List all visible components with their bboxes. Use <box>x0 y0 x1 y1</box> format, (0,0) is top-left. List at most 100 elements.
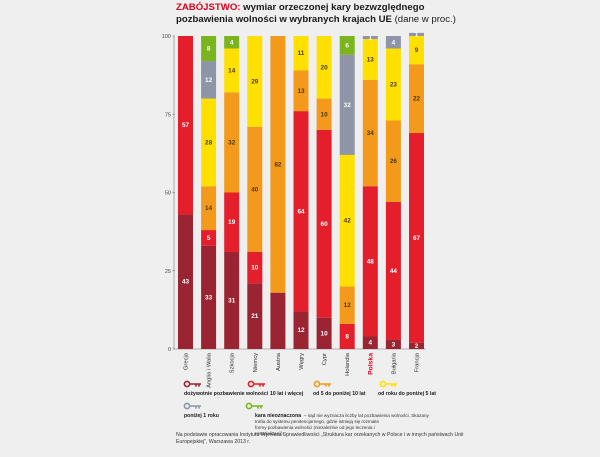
data-label: 42 <box>344 218 352 225</box>
data-label: 57 <box>182 122 190 129</box>
data-label: 44 <box>390 268 398 275</box>
bar-segment-5to10 <box>362 79 378 187</box>
data-label: 1 <box>415 31 419 38</box>
bar-segment-life <box>224 251 240 349</box>
legend-label-over10: 10 lat i więcej <box>270 391 304 397</box>
data-label: 60 <box>321 221 329 228</box>
data-label: 11 <box>298 50 305 57</box>
y-tick-label: 100 <box>162 34 171 40</box>
bar-segment-over10 <box>409 133 424 343</box>
data-label: 10 <box>321 330 329 337</box>
data-label: 22 <box>413 96 421 103</box>
bar-segment-over10 <box>201 230 217 246</box>
data-label: 14 <box>228 67 236 74</box>
data-label: 67 <box>413 235 421 242</box>
bar-segment-5to10 <box>339 286 355 324</box>
bar-segment-life <box>247 283 263 349</box>
bar-segment-noncustodial <box>224 36 240 49</box>
bar-segment-5to10 <box>247 126 263 252</box>
y-tick-label: 25 <box>165 269 171 275</box>
bar-segment-1to5 <box>316 36 332 99</box>
data-label: 5 <box>207 235 211 242</box>
data-label: 6 <box>345 42 349 49</box>
bar-segment-over10 <box>362 186 378 337</box>
data-label: 28 <box>205 139 213 146</box>
x-tick-label-polska: Polska <box>367 353 374 375</box>
bar-segment-1to5 <box>224 48 240 93</box>
x-tick-label-cypr: Cypr <box>322 353 328 365</box>
bar-segment-life <box>201 245 217 349</box>
y-tick-label: 0 <box>168 347 171 353</box>
bar-segment-5to10 <box>270 36 286 293</box>
data-label: 12 <box>344 302 352 309</box>
bar-segment-5to10 <box>293 70 309 112</box>
data-label: 32 <box>228 139 236 146</box>
data-label: 31 <box>228 297 236 304</box>
bar-segment-under1 <box>339 54 355 155</box>
data-label: 21 <box>251 313 259 320</box>
title-suffix: (dane w proc.) <box>394 14 456 25</box>
data-label: 26 <box>390 158 398 165</box>
data-label: 29 <box>251 78 259 85</box>
bar-segment-life <box>178 214 193 349</box>
bar-segment-noncustodial <box>339 36 355 55</box>
data-label: 3 <box>392 341 396 348</box>
data-label: 13 <box>367 56 375 63</box>
bar-segment-under1 <box>201 61 217 99</box>
bar-segment-5to10 <box>409 64 424 134</box>
data-label: 13 <box>297 88 305 95</box>
data-label: 82 <box>274 161 282 168</box>
bar-segment-under1 <box>409 32 424 36</box>
chart-title: ZABÓJSTWO: wymiar orzeczonej kary bezwzg… <box>176 2 476 26</box>
bar-segment-over10 <box>293 111 309 312</box>
data-label: 12 <box>205 77 213 84</box>
data-label: 20 <box>321 64 329 71</box>
bar-segment-life <box>293 311 309 349</box>
bar-segment-1to5 <box>247 36 263 127</box>
bar-segment-life <box>362 336 378 349</box>
legend-label-life: dożywotnie pozbawienie wolności <box>184 391 269 397</box>
data-label: 23 <box>390 82 398 89</box>
bar-segment-over10 <box>224 192 240 252</box>
bar-segment-1to5 <box>293 36 309 71</box>
key-icon-1to5 <box>379 380 397 388</box>
legend-label-under1: poniżej 1 roku <box>184 413 219 419</box>
x-tick-label-austria: Austria <box>276 352 282 371</box>
legend-label-5to10: od 5 do poniżej 10 lat <box>313 391 366 397</box>
bar-segment-noncustodial <box>201 36 217 62</box>
data-label: 1 <box>369 35 373 42</box>
bar-segment-5to10 <box>224 92 240 193</box>
data-label: 19 <box>228 219 236 226</box>
x-tick-label-niemcy: Niemcy <box>253 353 259 372</box>
bar-segment-1to5 <box>385 48 401 121</box>
bar-segment-over10 <box>316 129 332 318</box>
title-line-1: wymiar orzeczonej kary bezwzględnego <box>243 2 425 13</box>
bar-segment-5to10 <box>316 98 332 130</box>
bar-segment-5to10 <box>201 186 217 231</box>
x-tick-label-wegry: Węgry <box>299 353 305 370</box>
key-icon-life <box>183 380 201 388</box>
bar-segment-1to5 <box>339 154 355 287</box>
bar-segment-over10 <box>339 323 355 349</box>
bar-segment-5to10 <box>385 120 401 202</box>
bar-segment-life <box>270 292 286 349</box>
bar-segment-1to5 <box>201 98 217 187</box>
data-label: 8 <box>207 46 211 53</box>
bar-segment-life <box>409 342 424 349</box>
bar-segment-1to5 <box>409 36 424 65</box>
x-tick-label-holandia: Holandia <box>345 352 351 376</box>
data-label: 10 <box>251 265 259 272</box>
title-line-2: pozbawienia wolności w wybranych krajach… <box>176 14 392 25</box>
data-label: 40 <box>251 186 259 193</box>
bar-segment-under1 <box>385 36 401 49</box>
data-label: 2 <box>415 343 419 350</box>
data-label: 12 <box>297 327 305 334</box>
data-label: 14 <box>205 205 213 212</box>
data-label: 9 <box>415 47 419 54</box>
data-label: 34 <box>367 130 375 137</box>
data-label: 48 <box>367 258 375 265</box>
x-tick-label-bulgaria: Bułgaria <box>391 352 397 374</box>
key-icon-over10 <box>247 380 265 388</box>
x-tick-label-francja: Francja <box>415 352 421 372</box>
